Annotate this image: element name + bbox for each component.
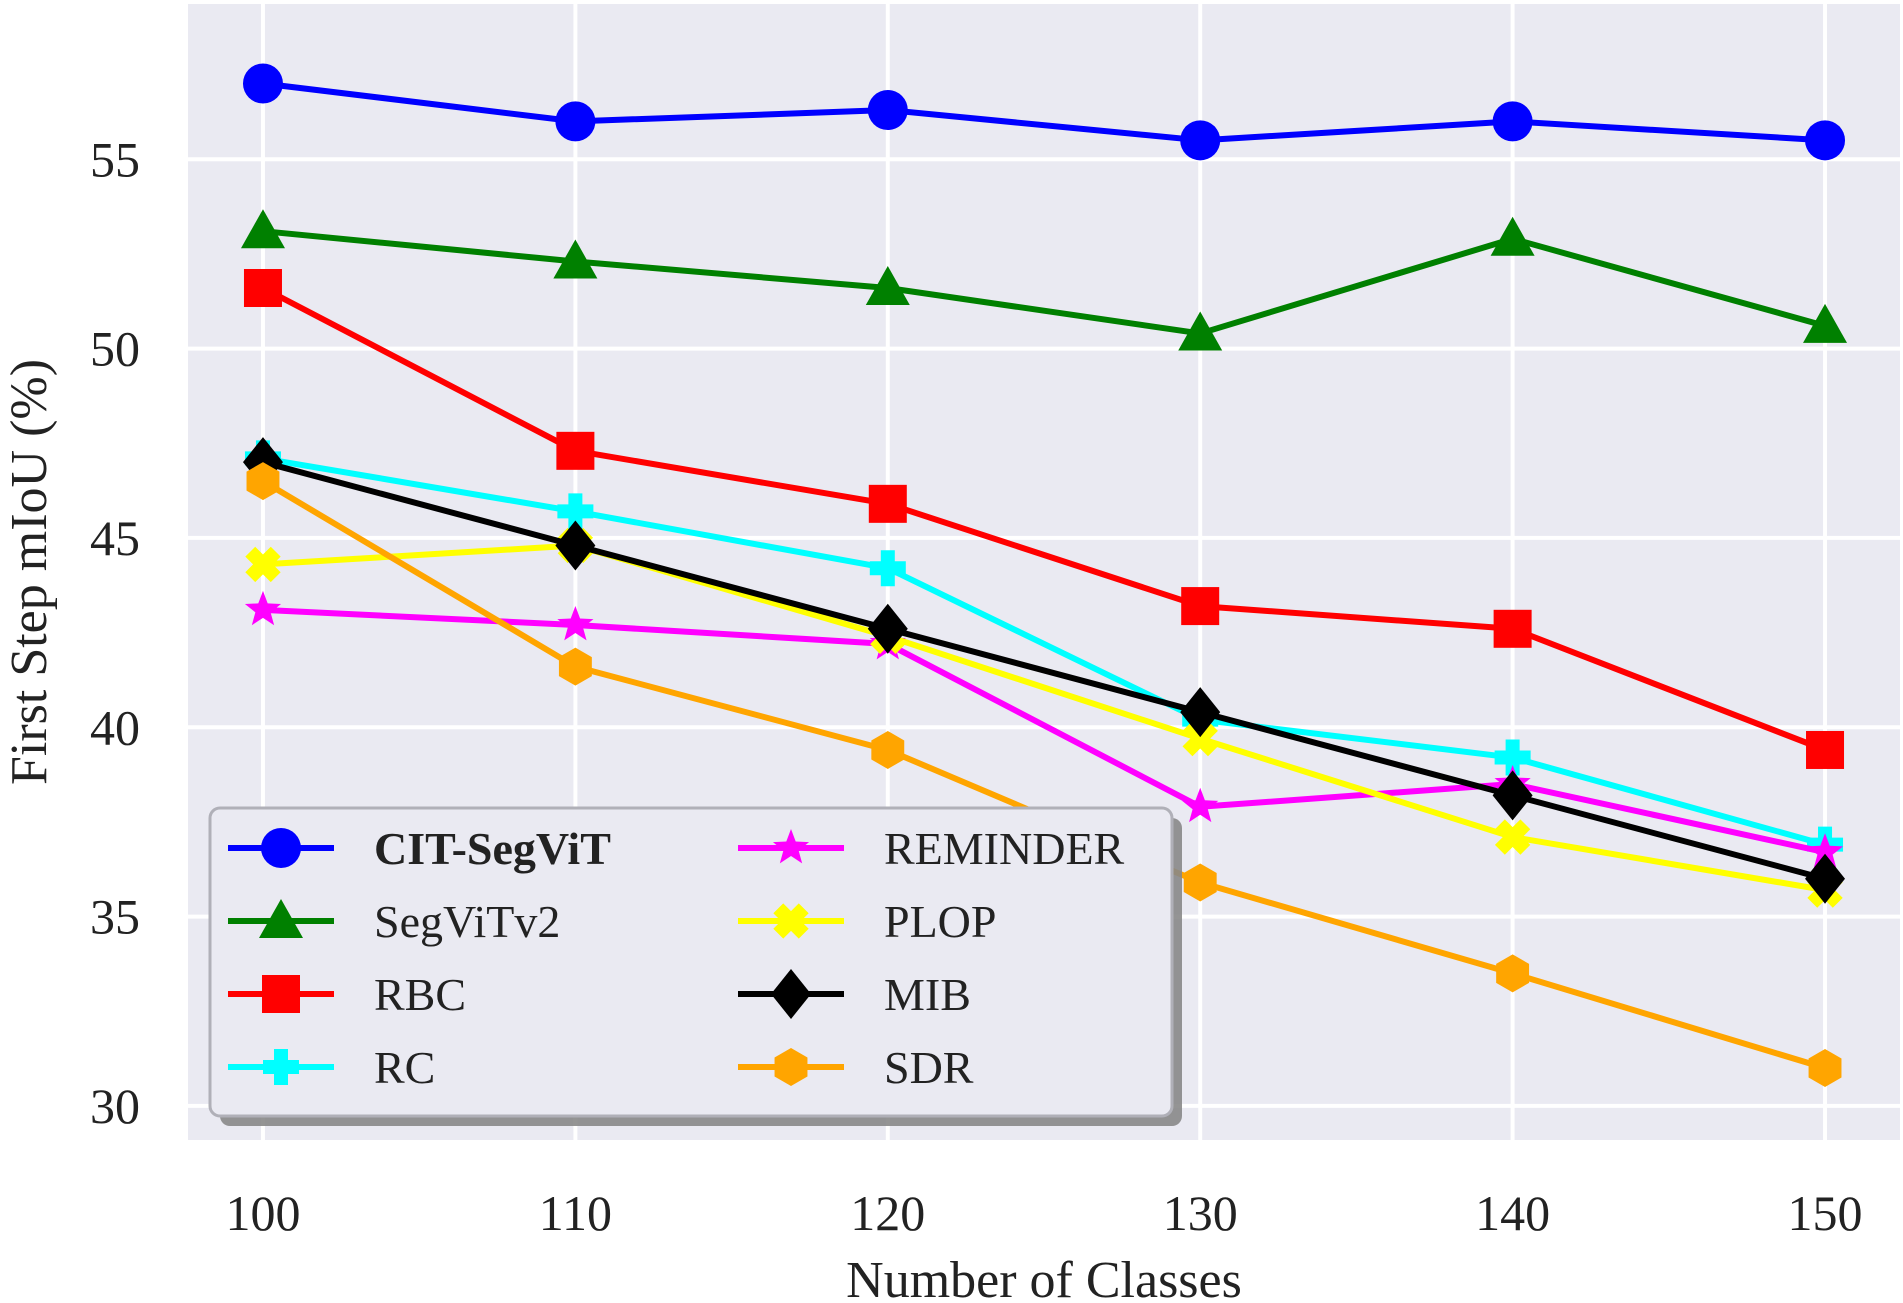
legend-item-segvitv2: SegViTv2 bbox=[228, 896, 560, 947]
legend-marker-rc bbox=[263, 1049, 299, 1085]
x-tick-label: 130 bbox=[1163, 1185, 1238, 1241]
data-point-cit-segvit bbox=[1492, 101, 1533, 142]
data-point-reminder bbox=[1806, 833, 1844, 868]
series-line-segvitv2 bbox=[262, 228, 1826, 337]
series-segvitv2 bbox=[240, 209, 1848, 351]
y-tick-label: 55 bbox=[90, 131, 140, 187]
legend-label-sdr: SDR bbox=[884, 1042, 974, 1093]
series-line-cit-segvit bbox=[262, 80, 1826, 144]
data-point-cit-segvit bbox=[867, 90, 908, 131]
legend-marker-sdr bbox=[774, 1048, 808, 1086]
data-point-mib bbox=[867, 603, 908, 654]
data-point-cit-segvit bbox=[555, 101, 596, 142]
series-group bbox=[240, 63, 1848, 1088]
data-point-segvitv2 bbox=[1803, 303, 1848, 343]
series-line-mib bbox=[262, 459, 1826, 882]
legend-item-reminder: REMINDER bbox=[738, 823, 1125, 874]
x-tick-label: 140 bbox=[1475, 1185, 1550, 1241]
data-point-reminder bbox=[1182, 787, 1219, 823]
legend-label-rc: RC bbox=[374, 1042, 435, 1093]
legend-marker-plop bbox=[773, 903, 809, 939]
legend-item-rbc: RBC bbox=[228, 969, 466, 1020]
legend-marker-mib bbox=[771, 969, 811, 1019]
legend-marker-segvitv2 bbox=[259, 899, 303, 938]
data-point-rbc bbox=[556, 431, 595, 470]
legend: CIT-SegViT SegViTv2 RBC RC REMINDER PLOP MIB SD… bbox=[208, 806, 1182, 1126]
legend-item-cit-segvit: CIT-SegViT bbox=[228, 823, 611, 874]
data-point-mib bbox=[555, 520, 596, 571]
legend-item-mib: MIB bbox=[738, 969, 971, 1020]
data-point-cit-segvit bbox=[242, 63, 283, 104]
series-rbc bbox=[243, 269, 1845, 769]
data-point-rbc bbox=[1181, 587, 1220, 626]
data-point-rc bbox=[557, 493, 594, 530]
data-point-segvitv2 bbox=[865, 266, 910, 305]
x-axis-label: Number of Classes bbox=[846, 1252, 1242, 1303]
data-point-segvitv2 bbox=[1178, 311, 1223, 351]
legend-item-plop: PLOP bbox=[738, 896, 996, 947]
x-tick-label: 100 bbox=[225, 1185, 300, 1241]
legend-label-rbc: RBC bbox=[374, 969, 466, 1020]
legend-marker-reminder bbox=[772, 829, 810, 864]
legend-label-mib: MIB bbox=[884, 969, 971, 1020]
data-point-sdr bbox=[871, 730, 905, 769]
data-point-sdr bbox=[1183, 863, 1217, 902]
x-tick-label: 150 bbox=[1788, 1185, 1863, 1241]
legend-label-cit-segvit: CIT-SegViT bbox=[374, 823, 611, 874]
y-tick-label: 40 bbox=[90, 699, 140, 755]
legend-marker-cit-segvit bbox=[261, 828, 301, 868]
data-point-plop bbox=[1182, 720, 1218, 757]
data-point-rc bbox=[1494, 739, 1531, 776]
x-tick-labels: 100 110 120 130 140 150 bbox=[225, 1185, 1862, 1241]
data-point-segvitv2 bbox=[1490, 216, 1535, 256]
data-point-rc bbox=[869, 550, 906, 587]
legend-label-reminder: REMINDER bbox=[884, 823, 1125, 874]
x-tick-label: 120 bbox=[850, 1185, 925, 1241]
data-point-segvitv2 bbox=[240, 209, 285, 249]
data-point-sdr bbox=[1808, 1049, 1842, 1088]
data-point-reminder bbox=[557, 606, 594, 641]
data-point-sdr bbox=[1496, 954, 1530, 993]
y-tick-labels: 30 35 40 45 50 55 bbox=[90, 131, 140, 1134]
data-point-mib bbox=[1805, 853, 1846, 904]
data-point-sdr bbox=[558, 647, 592, 686]
data-point-plop bbox=[1494, 819, 1531, 855]
data-point-sdr bbox=[246, 462, 280, 501]
data-point-cit-segvit bbox=[1805, 120, 1846, 161]
data-point-rbc bbox=[1806, 730, 1845, 769]
y-tick-label: 50 bbox=[90, 321, 140, 377]
data-point-plop bbox=[245, 546, 281, 583]
data-point-rbc bbox=[868, 484, 907, 523]
legend-box bbox=[208, 806, 1174, 1118]
series-line-rc bbox=[262, 455, 1826, 848]
x-tick-label: 110 bbox=[539, 1185, 612, 1241]
data-point-rbc bbox=[243, 269, 282, 307]
legend-item-rc: RC bbox=[228, 1042, 435, 1093]
data-point-mib bbox=[1180, 687, 1221, 738]
data-point-segvitv2 bbox=[553, 239, 598, 279]
legend-label-plop: PLOP bbox=[884, 896, 996, 947]
series-line-plop bbox=[262, 542, 1826, 894]
series-line-rbc bbox=[261, 285, 1827, 753]
data-point-mib bbox=[1492, 770, 1533, 821]
legend-item-sdr: SDR bbox=[738, 1042, 974, 1093]
legend-label-segvitv2: SegViTv2 bbox=[374, 896, 560, 947]
y-axis-label: First Step mIoU (%) bbox=[1, 359, 58, 785]
data-point-reminder bbox=[244, 590, 282, 626]
data-point-cit-segvit bbox=[1180, 120, 1221, 161]
legend-entries: CIT-SegViT SegViTv2 RBC RC REMINDER PLOP MIB SD… bbox=[228, 823, 1125, 1093]
y-tick-label: 35 bbox=[90, 889, 140, 945]
data-point-rbc bbox=[1493, 609, 1532, 648]
series-line-reminder bbox=[262, 606, 1826, 856]
y-tick-label: 45 bbox=[90, 510, 140, 566]
legend-marker-rbc bbox=[262, 975, 300, 1013]
series-cit-segvit bbox=[242, 63, 1846, 161]
y-tick-label: 30 bbox=[90, 1078, 140, 1134]
